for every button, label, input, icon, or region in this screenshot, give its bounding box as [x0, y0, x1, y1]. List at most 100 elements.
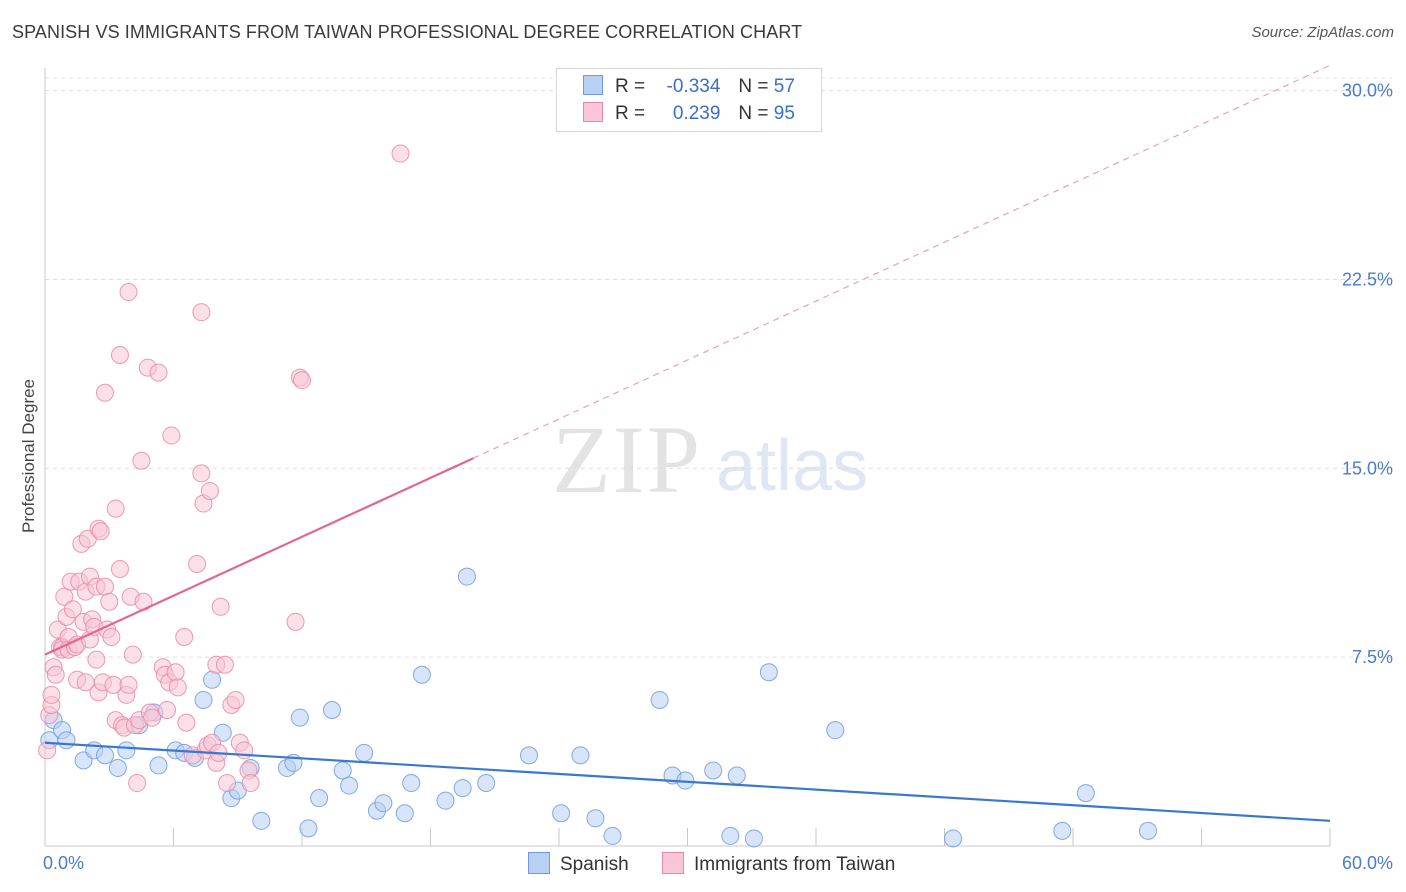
- source-label: Source: ZipAtlas.com: [1251, 24, 1394, 41]
- series-spanish: [40, 567, 1157, 848]
- trend-line-taiwan: [44, 457, 474, 656]
- data-point: [322, 701, 341, 720]
- data-point: [299, 819, 318, 838]
- series-legend-taiwan[interactable]: Immigrants from Taiwan: [661, 852, 896, 876]
- data-point: [391, 144, 410, 163]
- data-point: [412, 665, 431, 684]
- data-point: [106, 499, 125, 518]
- legend-n-value-taiwan: 95: [773, 103, 795, 124]
- legend-row-spanish: R = -0.334 N = 57: [583, 75, 795, 99]
- data-point: [520, 746, 539, 765]
- legend-n-label: N =: [738, 103, 769, 124]
- series-legend-label-spanish: Spanish: [560, 854, 629, 875]
- y-tick-label: 7.5%: [1352, 647, 1393, 667]
- data-point: [143, 708, 162, 727]
- data-point: [119, 675, 138, 694]
- data-point: [200, 481, 219, 500]
- data-point: [310, 789, 329, 808]
- data-point: [177, 713, 196, 732]
- trend-line-spanish: [44, 741, 1331, 822]
- data-point: [759, 663, 778, 682]
- data-point: [158, 701, 177, 720]
- data-point: [188, 554, 207, 573]
- data-point: [1076, 784, 1095, 803]
- data-point: [552, 804, 571, 823]
- data-point: [395, 804, 414, 823]
- data-point: [63, 600, 82, 619]
- data-point: [286, 612, 305, 631]
- series-legend-spanish[interactable]: Spanish: [528, 852, 629, 876]
- legend-n-label: N =: [738, 76, 769, 97]
- data-point: [91, 522, 110, 541]
- data-point: [168, 678, 187, 697]
- data-point: [355, 743, 374, 762]
- y-axis-label: Professional Degree: [19, 379, 38, 533]
- legend-n-value-spanish: 57: [773, 76, 795, 97]
- data-point: [744, 829, 763, 848]
- chart-title: SPANISH VS IMMIGRANTS FROM TAIWAN PROFES…: [12, 22, 803, 42]
- data-point: [436, 791, 455, 810]
- data-point: [166, 663, 185, 682]
- data-point: [218, 774, 237, 793]
- trend-line-taiwan-projection: [473, 64, 1331, 459]
- data-point: [340, 776, 359, 795]
- data-point: [603, 826, 622, 845]
- data-point: [110, 560, 129, 579]
- data-point: [192, 303, 211, 322]
- series-legend-swatch-taiwan: [661, 852, 684, 874]
- data-point: [826, 721, 845, 740]
- gridlines: [45, 77, 1392, 658]
- watermark-atlas: atlas: [716, 426, 868, 506]
- tick-labels: 7.5% 15.0% 22.5% 30.0% 0.0% 60.0%: [43, 81, 1393, 873]
- data-point: [402, 774, 421, 793]
- data-point: [215, 655, 234, 674]
- data-point: [38, 741, 57, 760]
- data-point: [87, 650, 106, 669]
- data-point: [226, 690, 245, 709]
- series-legend: Spanish Immigrants from Taiwan: [528, 852, 923, 876]
- data-point: [192, 464, 211, 483]
- data-point: [203, 670, 222, 689]
- data-point: [571, 746, 590, 765]
- data-point: [102, 628, 121, 647]
- data-point: [149, 756, 168, 775]
- data-point: [1053, 821, 1072, 840]
- watermark: ZIP atlas: [552, 406, 868, 513]
- y-tick-label: 15.0%: [1342, 458, 1393, 478]
- data-point: [944, 829, 963, 848]
- legend-r-label: R =: [615, 103, 646, 124]
- data-point: [132, 451, 151, 470]
- data-point: [119, 283, 138, 302]
- data-point: [55, 587, 74, 606]
- trend-lines: [44, 64, 1331, 822]
- data-point: [57, 731, 76, 750]
- legend-swatch-spanish: [583, 75, 603, 95]
- legend-r-value-spanish: -0.334: [666, 76, 721, 97]
- data-point: [721, 826, 740, 845]
- data-point: [95, 746, 114, 765]
- data-point: [108, 758, 127, 777]
- series-taiwan: [38, 144, 410, 793]
- data-point: [211, 597, 230, 616]
- correlation-legend: R = -0.334 N = 57 R = 0.239 N = 95: [556, 68, 822, 132]
- data-point: [586, 809, 605, 828]
- series-legend-label-taiwan: Immigrants from Taiwan: [693, 854, 896, 875]
- data-point: [110, 345, 129, 364]
- y-tick-label: 22.5%: [1342, 269, 1393, 289]
- watermark-zip: ZIP: [552, 406, 702, 513]
- data-point: [477, 774, 496, 793]
- data-point: [241, 774, 260, 793]
- legend-r-value-taiwan: 0.239: [672, 103, 721, 124]
- x-tick-label: 0.0%: [43, 853, 84, 873]
- data-point: [100, 592, 119, 611]
- data-point: [453, 779, 472, 798]
- legend-swatch-taiwan: [583, 102, 603, 122]
- legend-r-label: R =: [615, 76, 646, 97]
- data-point: [333, 761, 352, 780]
- data-point: [175, 628, 194, 647]
- data-point: [374, 794, 393, 813]
- data-point: [42, 685, 61, 704]
- data-point: [123, 645, 142, 664]
- legend-row-taiwan: R = 0.239 N = 95: [583, 102, 795, 126]
